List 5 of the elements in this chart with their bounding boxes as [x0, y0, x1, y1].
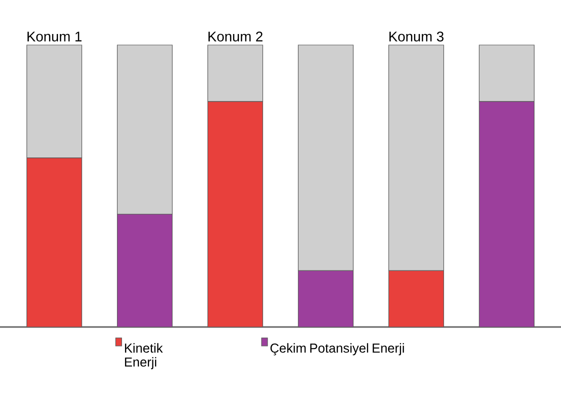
- x-tick-label: Konum 2: [208, 32, 262, 42]
- legend-label: Çekim Potansiyel Enerji: [270, 343, 404, 356]
- x-tick-label: Konum 3: [389, 32, 444, 42]
- legend-label: Kinetik Enerji: [125, 343, 163, 370]
- x-tick-label: Konum 1: [28, 32, 82, 42]
